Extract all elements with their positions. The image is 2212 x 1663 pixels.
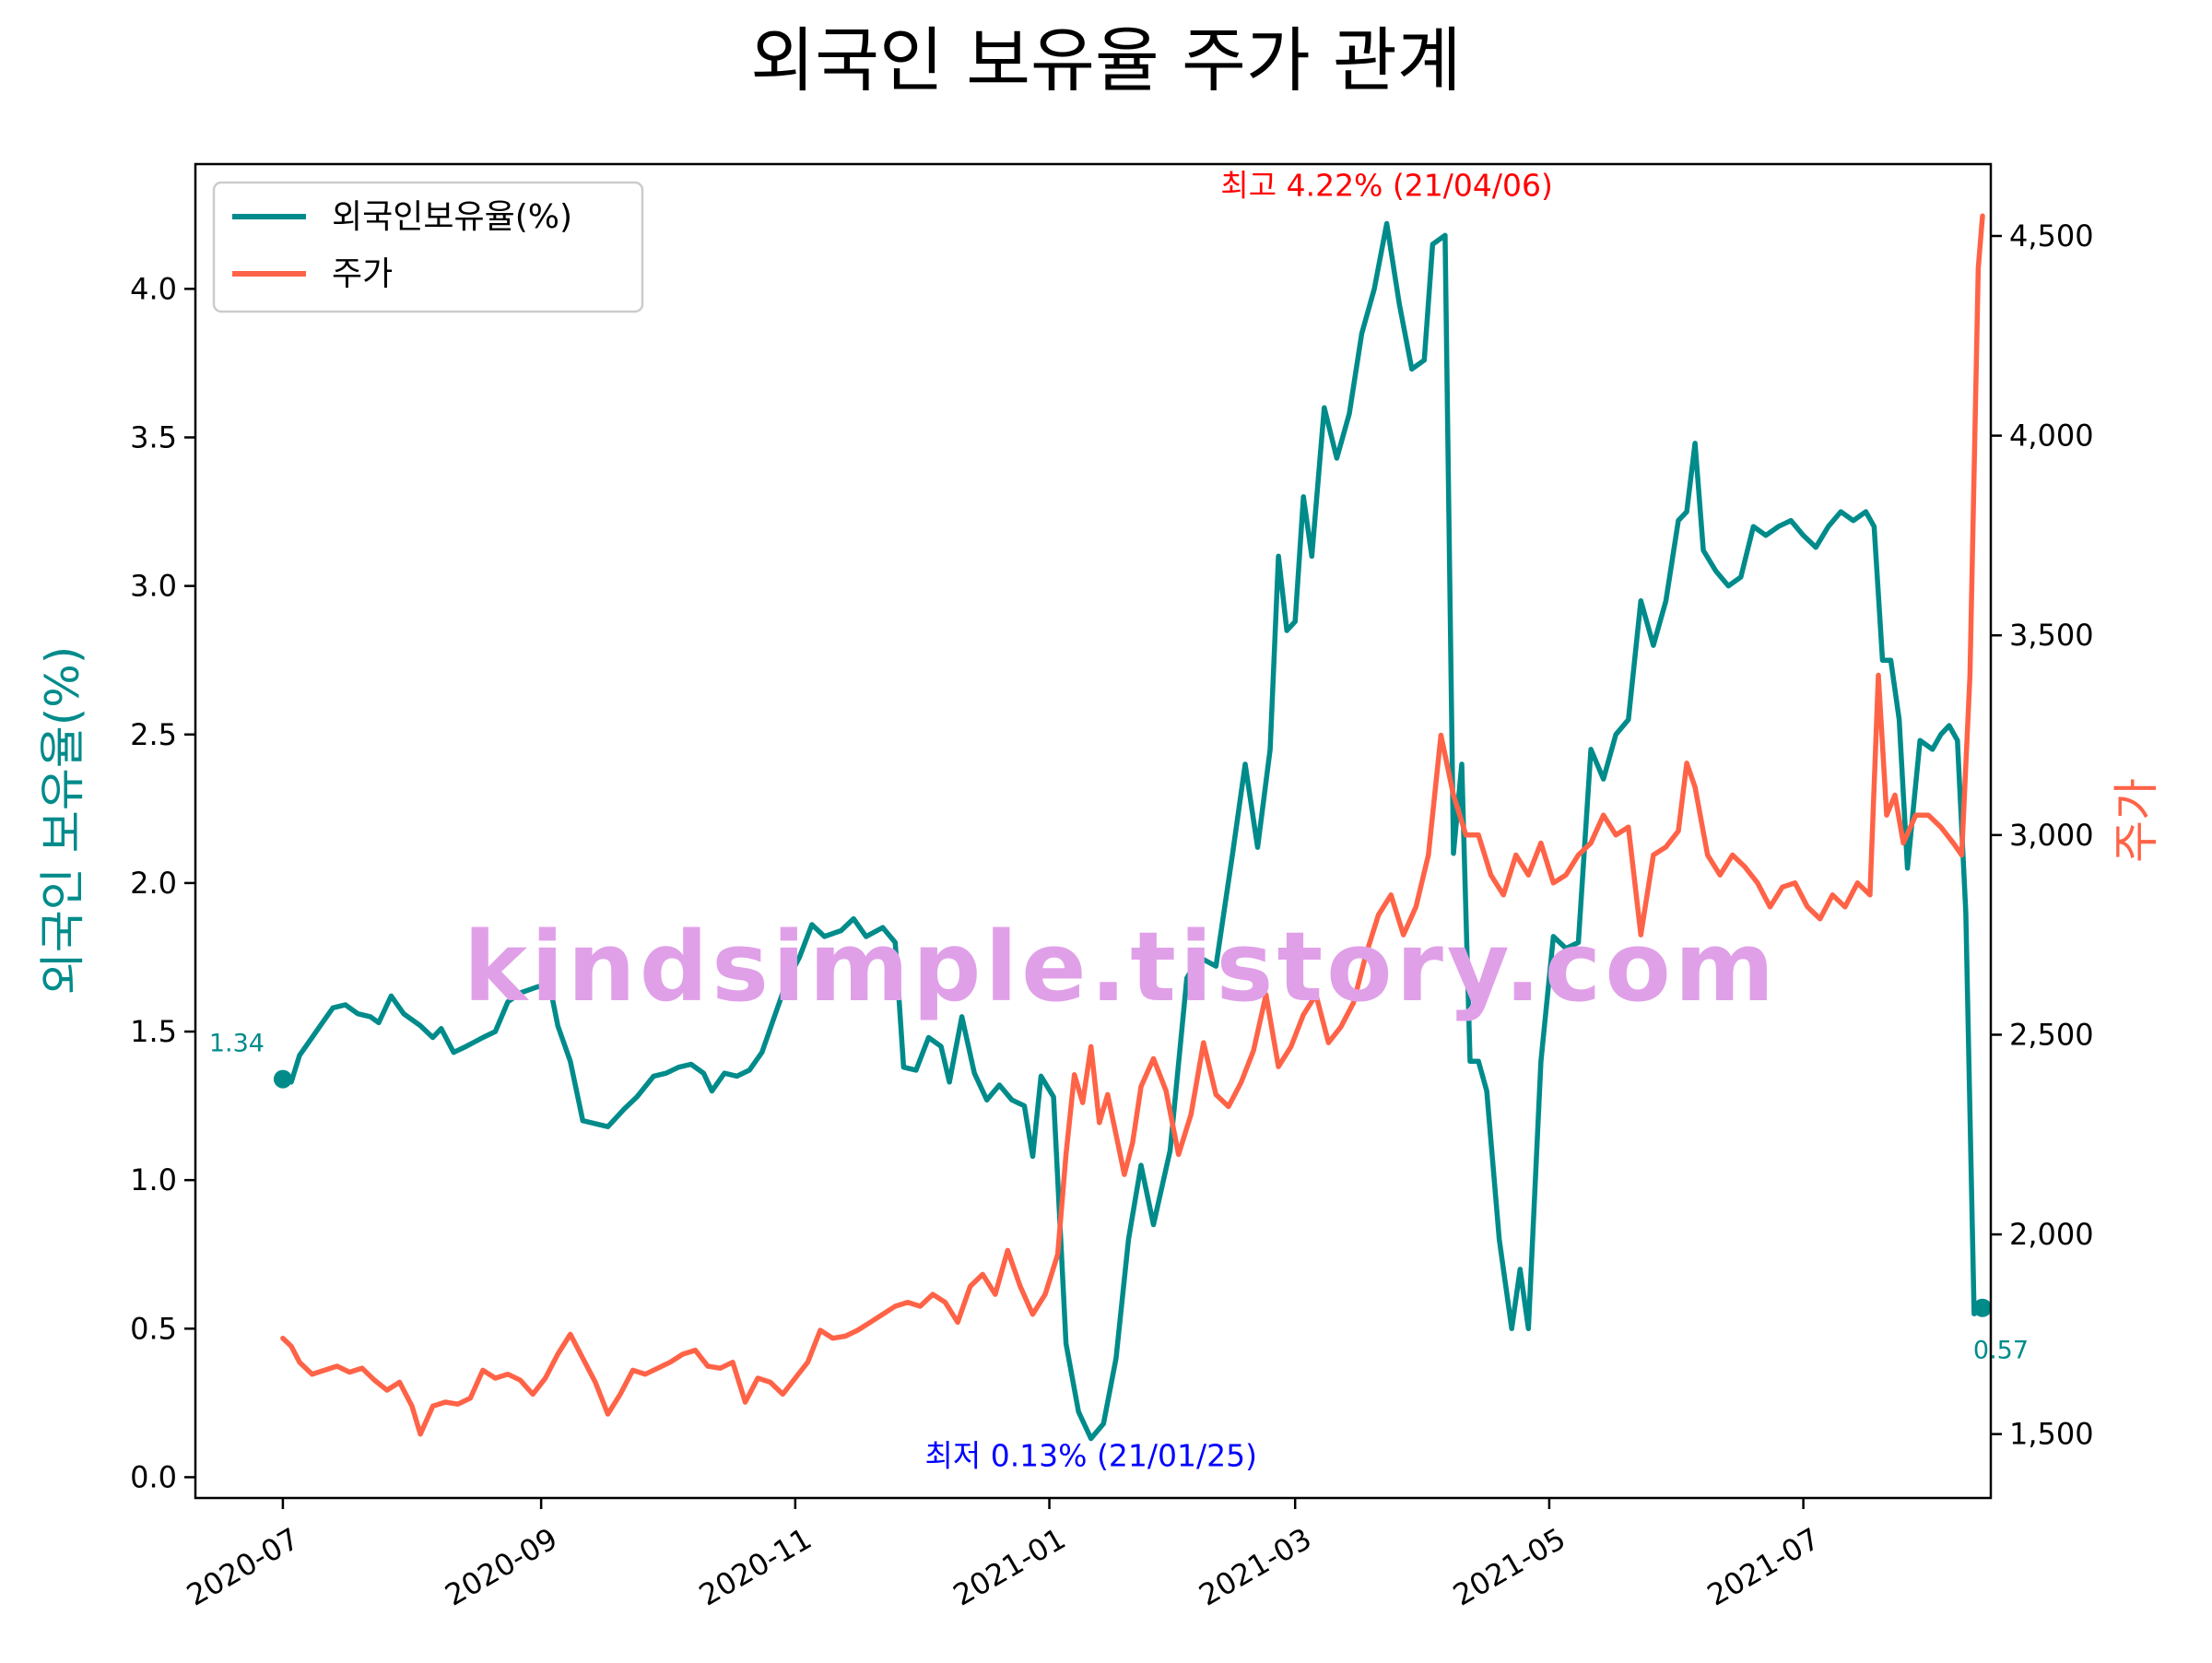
series-line-stock-price — [280, 213, 1985, 1437]
y-left-tick-label: 1.0 — [130, 1162, 177, 1197]
y-right-tick-label: 4,500 — [2009, 218, 2094, 254]
annotation-end-value: 0.57 — [1973, 1337, 2029, 1365]
annotation-start-value: 1.34 — [209, 1030, 265, 1058]
y-left-tick-label: 2.5 — [130, 717, 177, 752]
y-left-tick-label: 1.5 — [130, 1014, 177, 1049]
annotation-max: 최고 4.22% (21/04/06) — [1220, 167, 1553, 203]
y-left-tick-label: 2.0 — [130, 866, 177, 901]
chart-title: 외국인 보유율 주가 관계 — [750, 19, 1462, 101]
y-right-tick-label: 3,500 — [2009, 618, 2094, 653]
plot-frame — [194, 162, 1993, 1500]
y-right-tick-label: 2,500 — [2009, 1017, 2094, 1052]
series-line-foreign-ownership — [280, 220, 1985, 1442]
y-right-tick-label: 2,000 — [2009, 1217, 2094, 1252]
y-left-tick-label: 4.0 — [130, 271, 177, 306]
y-left-tick-label: 3.5 — [130, 419, 177, 454]
y-right-tick-label: 3,000 — [2009, 818, 2094, 853]
right-axis-label: 주가 — [2110, 778, 2163, 863]
end-point-marker — [1972, 1298, 1991, 1317]
start-point-marker — [273, 1069, 292, 1089]
y-right-tick-label: 4,000 — [2009, 419, 2094, 454]
y-left-tick-label: 0.0 — [130, 1459, 177, 1494]
y-right-tick-label: 1,500 — [2009, 1417, 2094, 1452]
y-left-tick-label: 3.0 — [130, 569, 177, 604]
legend-label: 외국인보유율(%) — [332, 198, 572, 236]
left-axis-label: 외국인 보유율(%) — [36, 646, 89, 995]
y-left-tick-label: 0.5 — [130, 1311, 177, 1346]
legend: 외국인보유율(%) 주가 — [212, 181, 644, 313]
legend-label: 주가 — [332, 255, 393, 293]
plot-area — [273, 213, 1991, 1442]
annotation-min: 최저 0.13% (21/01/25) — [924, 1438, 1257, 1474]
legend-box — [212, 181, 644, 313]
watermark-text: kindsimple.tistory.com — [464, 911, 1778, 1023]
